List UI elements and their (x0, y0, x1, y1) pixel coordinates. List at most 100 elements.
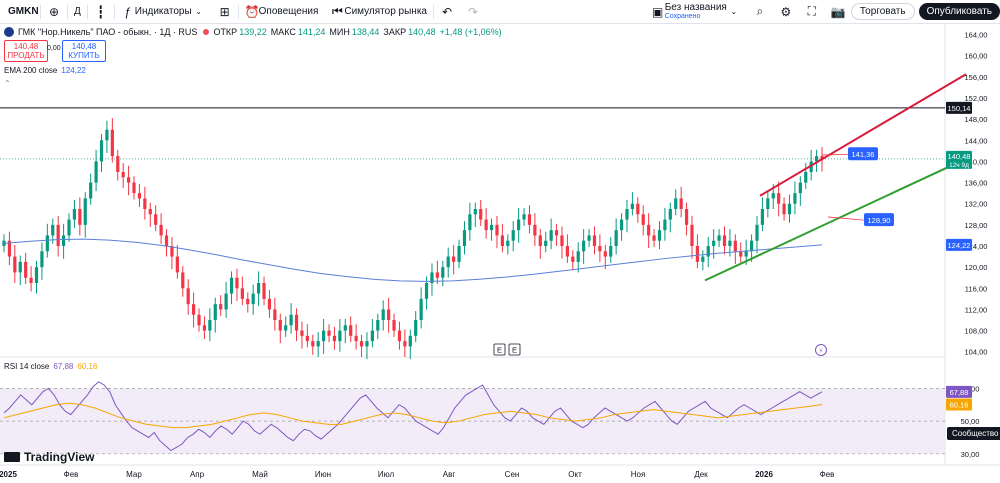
rsi-line (3, 381, 823, 452)
rsi-value: 67,88 (53, 362, 74, 371)
redo-button[interactable]: ↷ (460, 0, 486, 24)
candle-body (706, 246, 710, 257)
candle-body (749, 240, 754, 252)
interval-button[interactable]: Д (74, 6, 81, 17)
candle-body (7, 240, 12, 257)
candle-body (273, 309, 277, 320)
price-tick: 144,00 (965, 136, 988, 145)
candle-body (170, 246, 174, 257)
undo-button[interactable]: ↶ (434, 0, 460, 24)
chart-type-button[interactable]: ┇ (88, 0, 114, 24)
candle-body (462, 230, 467, 246)
buy-button[interactable]: 140,48 КУПИТЬ (62, 40, 106, 62)
collapse-legend-icon[interactable]: ⌃ (4, 79, 11, 88)
candle-body (766, 198, 770, 209)
chevron-down-icon: ⌄ (730, 7, 738, 16)
layout-button[interactable]: ▣ Без названия Сохранено ⌄ (645, 0, 747, 24)
price-tick: 148,00 (965, 115, 988, 124)
candle-body (441, 267, 445, 278)
indicators-button[interactable]: ƒ Индикаторы ⌄ (115, 0, 212, 24)
compare-button[interactable]: ⊕ (41, 0, 67, 24)
candle-body (755, 224, 759, 241)
candle-body (121, 172, 125, 178)
tradingview-logo[interactable]: TradingView (4, 450, 94, 464)
sell-label: ПРОДАТЬ (7, 51, 45, 60)
sell-button[interactable]: 140,48 ПРОДАТЬ (4, 40, 48, 62)
candle-body (197, 314, 201, 326)
candle-body (213, 304, 217, 320)
candle-body (116, 156, 120, 172)
divider (113, 4, 115, 19)
replay-button[interactable]: ⏮ Симулятор рынка (324, 0, 433, 24)
hline-axis-label: 150,14 (948, 104, 971, 113)
price-tick: 164,00 (965, 31, 988, 40)
rsi-ma-value: 60,16 (77, 362, 98, 371)
candle-body (495, 224, 499, 236)
candle-body (798, 182, 802, 194)
candle-body (592, 235, 597, 246)
fullscreen-button[interactable]: ⛶ (799, 0, 825, 24)
price-tick: 112,00 (965, 305, 987, 314)
candle-body (668, 209, 672, 220)
grid-icon: ⊞ (219, 4, 230, 19)
candle-body (544, 240, 548, 246)
community-button[interactable]: Сообщество (947, 427, 1000, 440)
event-markers: E E ⚡ (493, 343, 827, 356)
candle-body (457, 246, 461, 262)
candle-body (343, 325, 347, 331)
candle-body (2, 240, 6, 246)
quick-search-button[interactable]: ⌕ (747, 0, 773, 24)
price-tick: 120,00 (965, 263, 988, 272)
candle-body (246, 298, 250, 305)
candle-body (814, 156, 819, 162)
publish-button[interactable]: Опубликовать (918, 3, 1000, 20)
rsi-band (0, 388, 945, 455)
candle-body (489, 224, 494, 231)
candle-body (376, 320, 380, 331)
ema-line (3, 238, 823, 282)
alerts-label: Оповещения (258, 6, 319, 17)
candle-body (560, 235, 564, 246)
candle-body (744, 251, 748, 257)
candle-body (397, 330, 402, 342)
candle-body (126, 177, 131, 183)
candle-body (24, 261, 28, 278)
symbol-search-button[interactable]: GMKN (8, 6, 39, 17)
symbol-title[interactable]: ГМК "Нор.Никель" ПАО - обыкн. · 1Д · RUS (18, 27, 198, 37)
candle-body (267, 298, 272, 310)
tradingview-logo-icon (4, 452, 20, 462)
candle-body (717, 235, 721, 241)
layout-status: Сохранено (664, 12, 701, 20)
candle-body (387, 309, 391, 320)
candle-body (820, 156, 824, 159)
annotation-connector (827, 216, 865, 221)
earnings-marker (493, 343, 506, 356)
trade-button[interactable]: Торговать (850, 3, 915, 20)
candle-body (235, 277, 239, 289)
symbol-legend: ГМК "Нор.Никель" ПАО - обыкн. · 1Д · RUS… (4, 27, 506, 37)
time-label: Май (252, 470, 268, 479)
snapshot-button[interactable]: 📷 (825, 0, 851, 24)
layout-name: Без названия Сохранено (664, 2, 727, 21)
price-tick: 128,00 (965, 221, 988, 230)
last-price-axis-label: 140,48 (948, 152, 971, 161)
search-icon: ⌕ (756, 4, 764, 18)
price-tick: 140,00 (965, 157, 988, 166)
candle-body (56, 224, 60, 246)
settings-button[interactable]: ⚙ (773, 0, 799, 24)
templates-button[interactable]: ⊞ (212, 0, 238, 24)
price-tick: 152,00 (965, 94, 988, 103)
rsi-legend[interactable]: RSI 14 close 67,88 60,16 (4, 362, 97, 371)
candle-body (34, 267, 39, 283)
indicators-icon: ƒ (124, 4, 132, 19)
candles-icon: ┇ (97, 4, 105, 19)
rsi-ma-axis-label-bg (946, 398, 972, 411)
alerts-button[interactable]: ⏰ Оповещения (239, 0, 325, 24)
close-label: ЗАКР (383, 27, 407, 37)
candle-body (137, 193, 142, 199)
candle-body (793, 193, 797, 204)
ema-legend[interactable]: EMA 200 close 124,22 (4, 66, 86, 75)
time-label: Ноя (631, 470, 646, 479)
candle-body (208, 320, 212, 331)
